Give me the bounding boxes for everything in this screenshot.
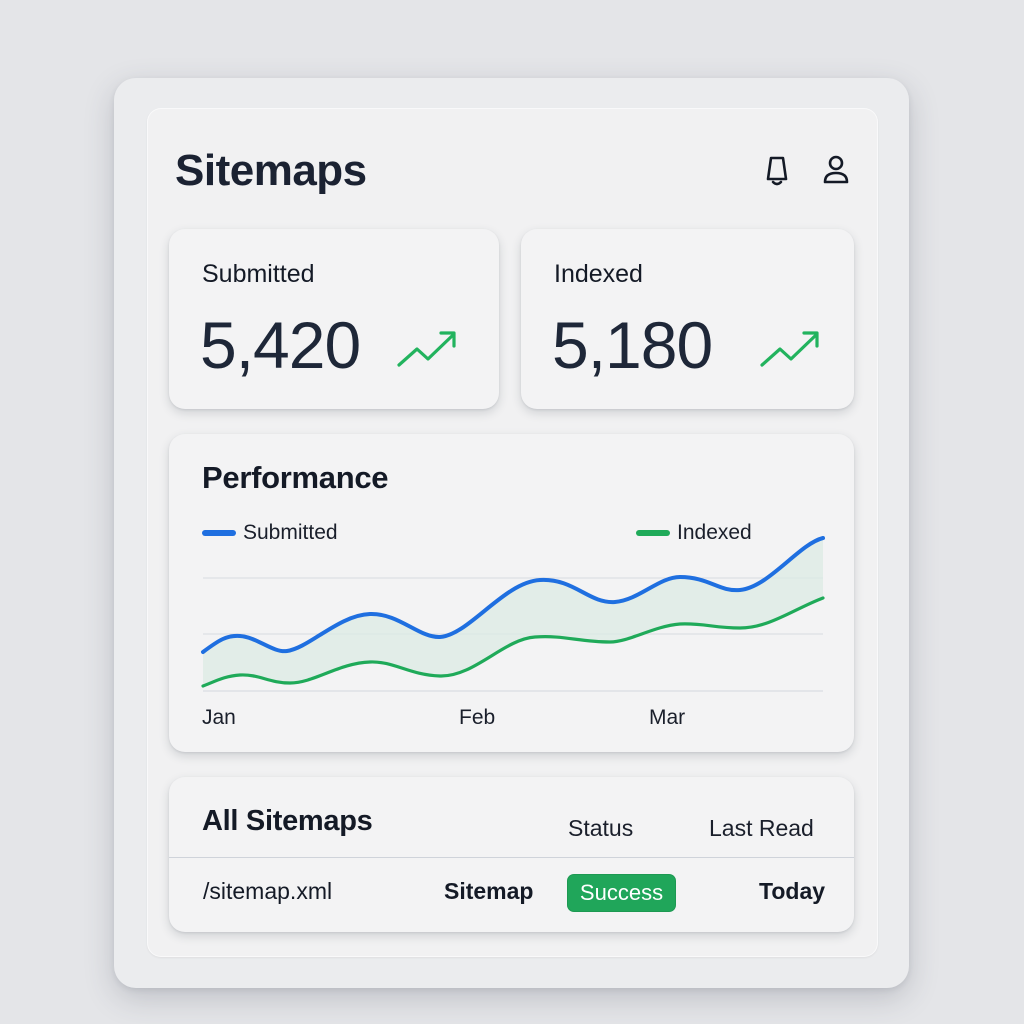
x-tick-label: Jan [202, 706, 236, 729]
user-icon [823, 155, 849, 184]
legend-swatch-blue [202, 530, 236, 536]
series-line-indexed [201, 596, 825, 688]
performance-card: Performance Submitted Indexed Jan Feb Ma… [169, 434, 854, 752]
series-line-submitted [201, 536, 825, 654]
notifications-button[interactable] [760, 150, 794, 190]
table-title: All Sitemaps [202, 805, 373, 837]
x-tick-label: Mar [649, 706, 686, 729]
series-band-fill [203, 538, 823, 686]
last-read-value: Today [759, 878, 826, 904]
stat-value: 5,180 [552, 308, 713, 382]
trending-up-icon [397, 331, 456, 367]
stat-label: Submitted [202, 260, 315, 288]
x-tick-label: Feb [459, 706, 496, 729]
legend-submitted[interactable]: Submitted [202, 521, 338, 545]
stat-card-submitted[interactable]: Submitted 5,420 [169, 229, 499, 409]
sitemaps-table-card: All Sitemaps Status Last Read /sitemap.x… [169, 777, 854, 932]
legend-label: Indexed [677, 521, 752, 544]
status-badge: Success [567, 874, 676, 912]
page-title: Sitemaps [175, 146, 367, 195]
performance-line-chart[interactable] [169, 434, 854, 752]
legend-swatch-green [636, 530, 670, 536]
sitemap-path-link[interactable]: /sitemap.xml [203, 878, 333, 904]
table-header-divider [169, 857, 854, 858]
trending-up-icon [760, 331, 819, 367]
legend-indexed[interactable]: Indexed [636, 521, 752, 545]
sitemap-type: Sitemap [444, 878, 534, 904]
column-header-last-read[interactable]: Last Read [709, 815, 814, 841]
bell-icon [766, 156, 788, 186]
stat-value: 5,420 [200, 308, 361, 382]
performance-title: Performance [202, 460, 389, 495]
column-header-status[interactable]: Status [568, 815, 634, 841]
user-account-button[interactable] [819, 150, 853, 190]
legend-label: Submitted [243, 521, 338, 544]
stat-label: Indexed [554, 260, 643, 288]
stat-card-indexed[interactable]: Indexed 5,180 [521, 229, 854, 409]
